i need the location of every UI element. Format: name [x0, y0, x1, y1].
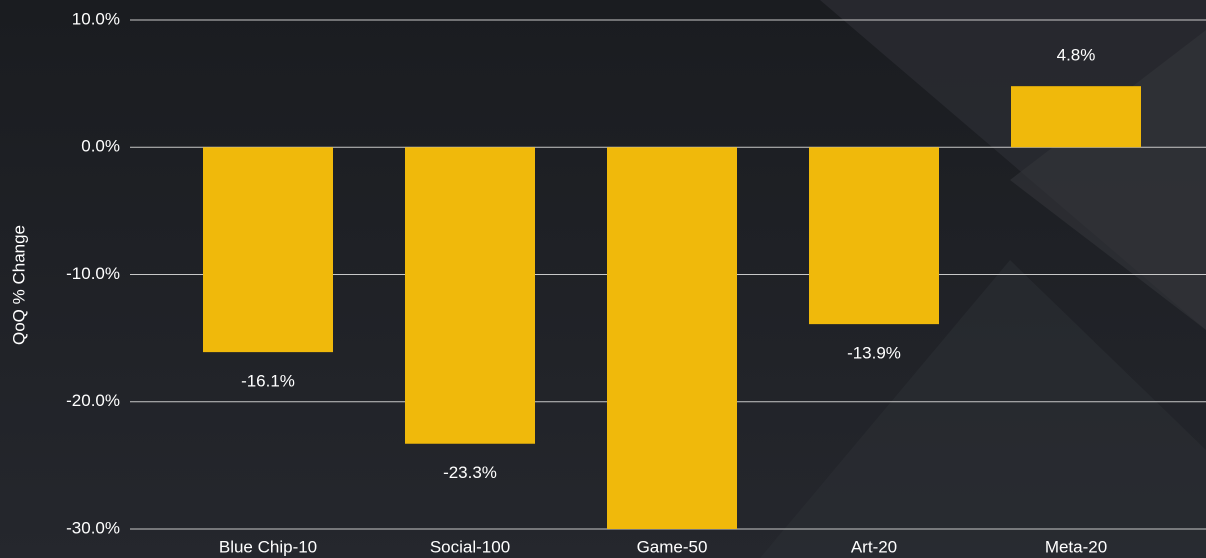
x-tick-label: Social-100 [430, 537, 510, 556]
y-axis-label: QoQ % Change [9, 225, 28, 345]
bar [607, 147, 737, 529]
value-label: 4.8% [1057, 46, 1096, 65]
x-tick-label: Art-20 [851, 537, 897, 556]
y-tick-label: 0.0% [81, 137, 120, 156]
bar [405, 147, 535, 444]
y-tick-label: -30.0% [66, 518, 120, 537]
bg-pattern [1010, 30, 1206, 330]
x-tick-label: Blue Chip-10 [219, 537, 317, 556]
value-label: -16.1% [241, 372, 295, 391]
x-tick-label: Game-50 [637, 537, 708, 556]
bar [809, 147, 939, 325]
y-tick-label: 10.0% [72, 9, 120, 28]
value-label: -23.3% [443, 463, 497, 482]
value-label: -13.9% [847, 344, 901, 363]
y-tick-label: -20.0% [66, 391, 120, 410]
x-tick-label: Meta-20 [1045, 537, 1107, 556]
bar [203, 147, 333, 353]
bar [1011, 86, 1141, 148]
y-tick-label: -10.0% [66, 264, 120, 283]
bg-pattern [760, 260, 1206, 558]
